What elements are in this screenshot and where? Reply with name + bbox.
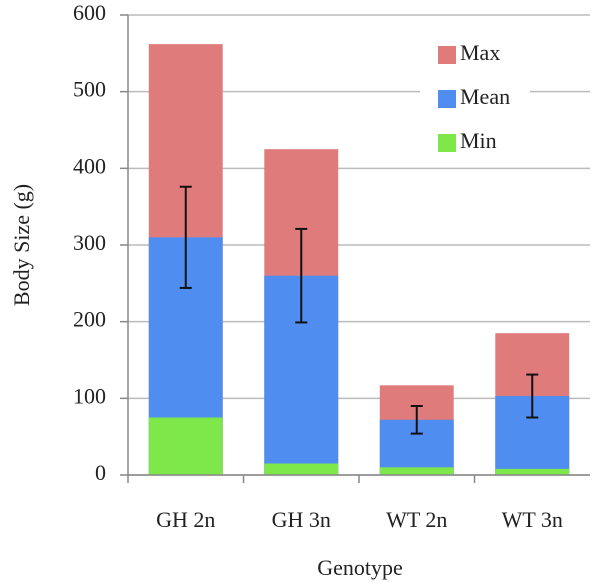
x-tick-label: WT 3n — [502, 507, 563, 532]
legend-swatch — [438, 134, 456, 152]
legend-swatch — [438, 46, 456, 64]
bar — [148, 417, 223, 475]
x-tick-label: GH 2n — [156, 507, 215, 532]
x-tick-label: GH 3n — [272, 507, 331, 532]
legend-swatch — [438, 90, 456, 108]
y-tick-label: 600 — [73, 0, 106, 25]
bar — [495, 468, 570, 475]
y-tick-label: 0 — [95, 460, 106, 485]
bar — [379, 467, 454, 475]
error-bar — [179, 185, 192, 289]
y-tick-label: 300 — [73, 230, 106, 255]
x-axis-label: Genotype — [317, 555, 403, 580]
bar — [264, 463, 339, 475]
legend-label: Max — [460, 40, 500, 65]
error-bar — [526, 373, 539, 419]
legend-label: Mean — [460, 84, 510, 109]
error-bar — [410, 405, 423, 435]
error-bar — [295, 227, 308, 324]
legend-label: Min — [460, 128, 497, 153]
y-tick-label: 100 — [73, 383, 106, 408]
y-axis-label: Body Size (g) — [9, 184, 34, 306]
y-tick-label: 200 — [73, 307, 106, 332]
x-tick-label: WT 2n — [386, 507, 447, 532]
y-tick-label: 500 — [73, 77, 106, 102]
y-tick-label: 400 — [73, 153, 106, 178]
